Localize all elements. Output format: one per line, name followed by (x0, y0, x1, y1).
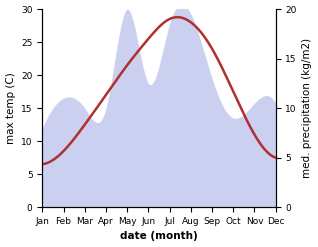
Y-axis label: max temp (C): max temp (C) (5, 72, 16, 144)
X-axis label: date (month): date (month) (120, 231, 198, 242)
Y-axis label: med. precipitation (kg/m2): med. precipitation (kg/m2) (302, 38, 313, 178)
